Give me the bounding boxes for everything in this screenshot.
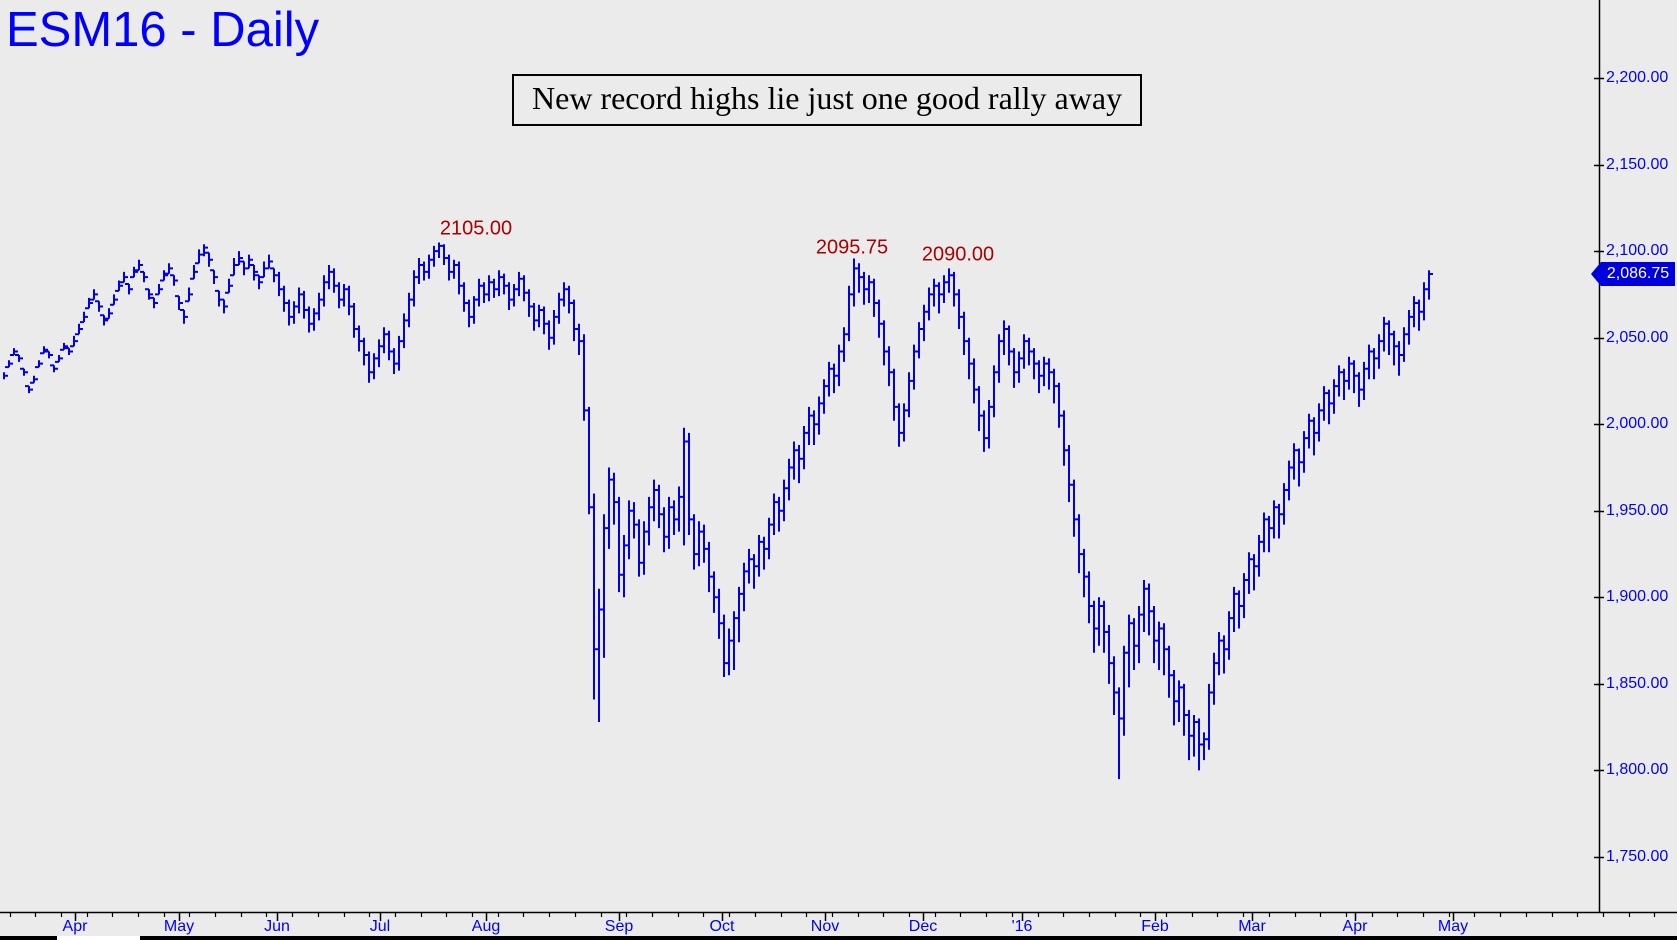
scrollbar-thumb[interactable] [57,936,140,940]
y-axis-label: 2,050.00 [1606,329,1669,346]
x-axis-month-label: May [1437,918,1469,935]
x-axis-minor-ticks [9,912,1656,917]
x-axis-month-label: May [163,918,195,935]
y-axis-label: 1,800.00 [1606,761,1669,778]
x-axis-month-label: Feb [1141,918,1169,935]
annotation-box: New record highs lie just one good rally… [512,74,1143,126]
y-axis-label: 2,200.00 [1606,69,1669,86]
x-axis-month-label: Aug [471,918,501,935]
annotation-text: New record highs lie just one good rally… [532,80,1123,116]
y-axis-label: 2,150.00 [1606,156,1669,173]
x-axis-month-label: Sep [604,918,634,935]
y-axis-label: 2,100.00 [1606,242,1669,259]
x-axis-month-label: Jun [264,918,290,935]
ohlc-price-bars [3,242,1433,780]
x-axis-month-label: Oct [709,918,735,935]
x-axis-month-label: '16 [1011,918,1033,935]
chart-title: ESM16 - Daily [6,3,320,57]
y-axis-label: 1,950.00 [1606,502,1669,519]
x-axis-month-label: Apr [1342,918,1368,935]
swing-high-price-label: 2105.00 [439,217,513,240]
x-axis-major-ticks [74,912,1455,921]
y-axis-ticks [1594,77,1604,859]
x-axis-month-label: Nov [810,918,840,935]
swing-high-price-label: 2090.00 [921,243,995,266]
y-axis-label: 1,750.00 [1606,848,1669,865]
y-axis-label: 2,000.00 [1606,415,1669,432]
last-price-value: 2,086.75 [1606,265,1670,282]
x-axis-month-label: Dec [908,918,938,935]
y-axis-label: 1,850.00 [1606,675,1669,692]
y-axis-label: 1,900.00 [1606,588,1669,605]
last-price-badge: 2,086.75 [1591,262,1675,286]
horizontal-scrollbar[interactable] [0,936,1677,940]
badge-arrow-icon [1591,262,1601,286]
swing-high-price-label: 2095.75 [815,236,889,259]
x-axis-month-label: Mar [1238,918,1266,935]
x-axis-month-label: Jul [369,918,391,935]
x-axis-month-label: Apr [62,918,88,935]
